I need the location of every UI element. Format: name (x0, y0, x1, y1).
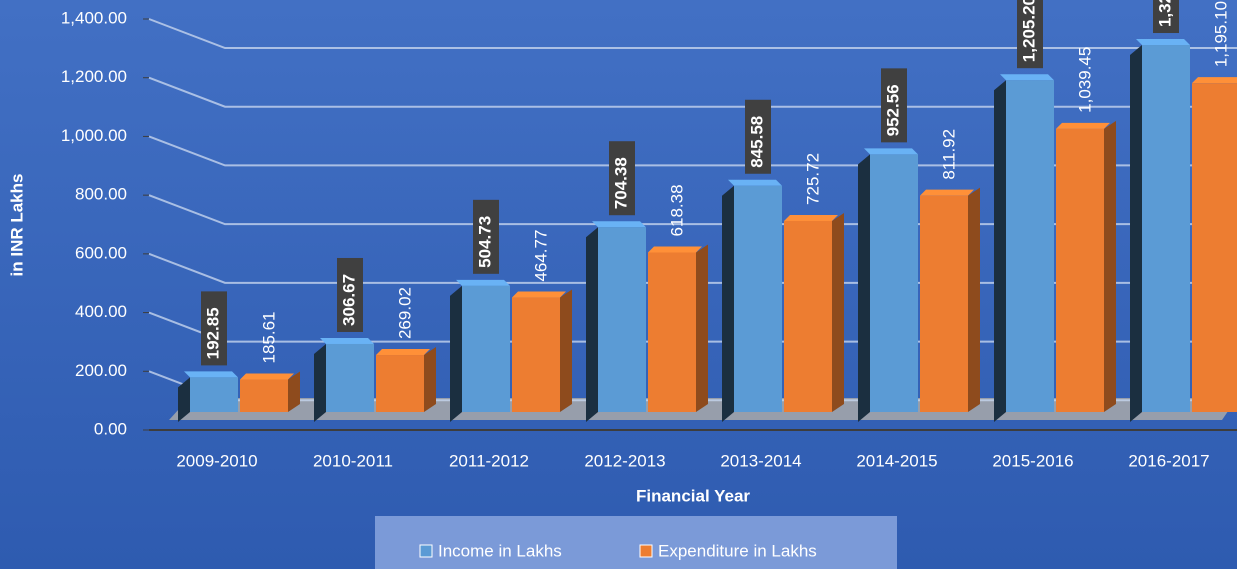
x-tick-label: 2016-2017 (1128, 451, 1209, 470)
y-tick-label: 800.00 (75, 185, 127, 204)
legend-label: Expenditure in Lakhs (658, 541, 817, 560)
legend-swatch (639, 544, 653, 558)
bar-side (424, 347, 436, 412)
bar-side (450, 285, 462, 422)
x-tick-label: 2010-2011 (313, 451, 393, 470)
bar-side (560, 289, 572, 412)
x-tick-label: 2013-2014 (720, 451, 801, 470)
x-tick-label: 2009-2010 (176, 451, 257, 470)
y-tick-label: 1,000.00 (61, 126, 127, 145)
data-label-box (745, 99, 771, 174)
data-label: 1,325.00 (1155, 0, 1174, 27)
data-label-box (473, 199, 499, 274)
y-tick-label: 1,400.00 (61, 8, 127, 27)
bar-side (314, 343, 326, 422)
bar-top (864, 148, 918, 155)
bar-top (320, 337, 374, 344)
data-label-box (1017, 0, 1043, 69)
bar-top (920, 189, 974, 196)
bar (190, 377, 238, 412)
x-tick-label: 2015-2016 (992, 451, 1073, 470)
bar (240, 379, 288, 412)
bar-top (728, 179, 782, 186)
data-label: 1,039.45 (1075, 47, 1094, 113)
bar-side (1130, 45, 1142, 423)
data-label: 725.72 (803, 153, 822, 205)
y-axis-title: in INR Lakhs (7, 174, 26, 277)
bar (648, 252, 696, 412)
data-label: 618.38 (667, 184, 686, 236)
bar-side (722, 185, 734, 422)
x-tick-label: 2011-2012 (449, 451, 529, 470)
bar-top (784, 214, 838, 221)
legend-label: Income in Lakhs (438, 541, 562, 560)
bar (512, 297, 560, 412)
x-axis-title: Financial Year (636, 486, 750, 505)
bar-side (696, 244, 708, 412)
bar (784, 220, 832, 412)
grid-line (148, 18, 1237, 49)
bar-top (512, 291, 566, 298)
bar (376, 355, 424, 412)
bar-top (1056, 122, 1110, 129)
bar-top (648, 246, 702, 253)
bar-side (832, 212, 844, 412)
data-label: 185.61 (259, 312, 278, 364)
data-label-box (337, 257, 363, 332)
bar-side (858, 154, 870, 423)
y-tick-label: 200.00 (75, 361, 127, 380)
data-label: 704.38 (611, 157, 630, 209)
data-label: 504.73 (475, 216, 494, 268)
bar-top (1192, 77, 1237, 84)
bar-side (288, 371, 300, 412)
legend-box (375, 516, 897, 569)
bar (870, 154, 918, 413)
bar-top (376, 349, 430, 356)
data-label: 952.56 (883, 84, 902, 136)
data-label: 811.92 (939, 129, 958, 180)
bar-side (968, 187, 980, 412)
bar (598, 227, 646, 412)
data-label-box (881, 68, 907, 143)
bar-side (178, 377, 190, 422)
data-label-box (201, 291, 227, 366)
bar (1056, 128, 1104, 413)
bar (326, 343, 374, 412)
data-label-box (609, 141, 635, 216)
y-tick-label: 600.00 (75, 243, 127, 262)
data-label-box (1153, 0, 1179, 34)
bar-top (456, 279, 510, 286)
bar (920, 195, 968, 412)
data-label: 845.58 (747, 116, 766, 168)
bar-side (1104, 120, 1116, 413)
data-label: 306.67 (339, 274, 358, 326)
bar (462, 285, 510, 412)
data-label: 464.77 (531, 230, 550, 282)
y-tick-label: 0.00 (94, 419, 127, 438)
y-tick-label: 1,200.00 (61, 67, 127, 86)
bar (1192, 83, 1237, 413)
bar-top (1000, 74, 1054, 81)
data-label: 269.02 (395, 287, 414, 339)
bar (1142, 45, 1190, 413)
bar-top (184, 371, 238, 378)
bar-side (586, 227, 598, 422)
bar-top (1136, 39, 1190, 46)
data-label: 1,195.10 (1211, 1, 1230, 67)
x-tick-label: 2014-2015 (856, 451, 937, 470)
bar (734, 185, 782, 412)
legend-swatch (419, 544, 433, 558)
bar-top (240, 373, 294, 380)
bar-top (592, 221, 646, 228)
y-tick-label: 400.00 (75, 302, 127, 321)
x-tick-label: 2012-2013 (584, 451, 665, 470)
data-label: 192.85 (203, 307, 222, 359)
data-label: 1,205.20 (1019, 0, 1038, 62)
bar (1006, 80, 1054, 412)
bar-side (994, 80, 1006, 422)
